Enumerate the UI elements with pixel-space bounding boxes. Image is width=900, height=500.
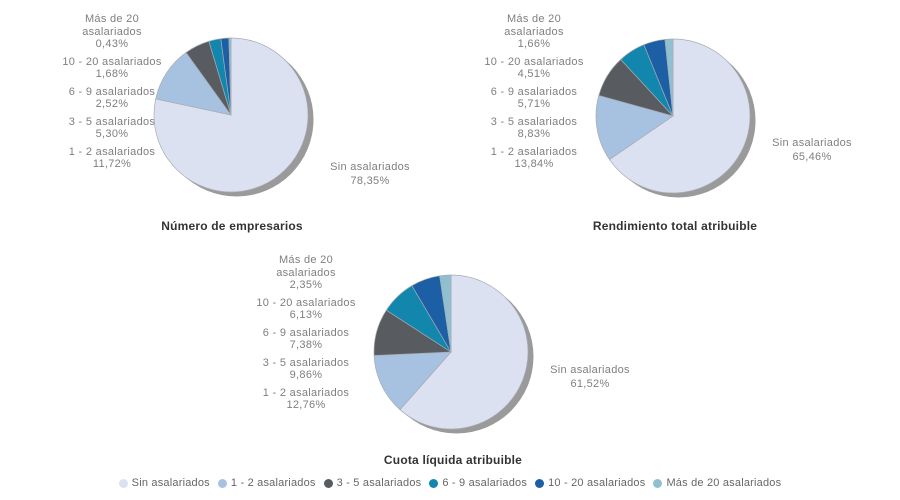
circle-icon (429, 478, 439, 488)
slice-label-value: 1,68% (95, 68, 129, 80)
slice-label-mas-de-20-asalariados: Más de 20 asalariados 1,66% (482, 13, 586, 51)
slice-label-value: 13,84% (514, 158, 554, 170)
legend-label: Sin asalariados (131, 477, 210, 489)
slice-label-name: 10 - 20 asalariados (62, 55, 162, 68)
slice-label-1-2-asalariados: 1 - 2 asalariados 13,84% (482, 146, 586, 171)
slice-label-name: 6 - 9 asalariados (262, 326, 350, 339)
slice-label-value: 0,43% (95, 38, 129, 50)
pie-slice-sin-asalariados (153, 37, 309, 193)
slice-label-6-9-asalariados: 6 - 9 asalariados 7,38% (254, 327, 358, 352)
slice-label-mas-de-20-asalariados: Más de 20 asalariados 2,35% (254, 254, 358, 292)
legend-label: 1 - 2 asalariados (230, 477, 316, 489)
slice-label-name: 3 - 5 asalariados (262, 356, 350, 369)
legend-label: 10 - 20 asalariados (548, 477, 646, 489)
slice-label-sin-asalariados: Sin asalariados 78,35% (320, 160, 420, 188)
slice-label-1-2-asalariados: 1 - 2 asalariados 11,72% (60, 146, 164, 171)
slice-label-6-9-asalariados: 6 - 9 asalariados 5,71% (482, 86, 586, 111)
slice-label-value: 65,46% (792, 151, 832, 163)
slice-label-name: Sin asalariados (330, 161, 410, 173)
slice-labels-left: Más de 20 asalariados 0,43% 10 - 20 asalar… (60, 13, 164, 171)
slice-label-name: Más de 20 asalariados (82, 13, 142, 38)
slice-label-6-9-asalariados: 6 - 9 asalariados 2,52% (60, 86, 164, 111)
slice-label-name: 3 - 5 asalariados (68, 115, 156, 128)
slice-label-name: Más de 20 asalariados (276, 254, 336, 279)
slice-label-name: 1 - 2 asalariados (490, 145, 578, 158)
chart-title: Rendimiento total atribuible (592, 219, 758, 233)
pie-slice-mas-de-20-asalariados (439, 274, 452, 353)
pie-slice-mas-de-20-asalariados (228, 37, 232, 116)
circle-icon (535, 478, 545, 488)
slice-label-name: Sin asalariados (550, 364, 630, 376)
slice-label-name: 6 - 9 asalariados (490, 85, 578, 98)
slice-label-value: 8,83% (517, 128, 551, 140)
slice-label-sin-asalariados: Sin asalariados 61,52% (540, 363, 640, 391)
slice-label-value: 9,86% (289, 369, 323, 381)
legend-item-mas-de-20-asalariados: Más de 20 asalariados (653, 477, 781, 489)
circle-icon (217, 478, 227, 488)
chart-title: Número de empresarios (161, 219, 303, 233)
slice-label-name: 1 - 2 asalariados (262, 386, 350, 399)
chart-title: Cuota líquida atribuible (383, 453, 523, 467)
slice-label-name: Sin asalariados (772, 137, 852, 149)
legend-item-6-9-asalariados: 6 - 9 asalariados (429, 477, 527, 489)
circle-icon (118, 478, 128, 488)
slice-label-sin-asalariados: Sin asalariados 65,46% (762, 136, 862, 164)
legend-item-sin-asalariados: Sin asalariados (118, 477, 210, 489)
slice-label-name: 10 - 20 asalariados (484, 55, 584, 68)
slice-label-value: 4,51% (517, 68, 551, 80)
slice-label-name: 10 - 20 asalariados (256, 296, 356, 309)
slice-label-name: 1 - 2 asalariados (68, 145, 156, 158)
slice-label-3-5-asalariados: 3 - 5 asalariados 5,30% (60, 116, 164, 141)
pie-chart-cuota-liquida-atribuible: Más de 20 asalariados 2,35% 10 - 20 asalar… (0, 248, 900, 472)
pie-slice-sin-asalariados (399, 274, 529, 430)
slice-labels-left: Más de 20 asalariados 2,35% 10 - 20 asalar… (254, 254, 358, 412)
circle-icon (653, 478, 663, 488)
slice-label-10-20-asalariados: 10 - 20 asalariados 4,51% (482, 56, 586, 81)
slice-label-mas-de-20-asalariados: Más de 20 asalariados 0,43% (60, 13, 164, 51)
slice-label-1-2-asalariados: 1 - 2 asalariados 12,76% (254, 387, 358, 412)
pie-slice-1-2-asalariados (595, 95, 674, 160)
slice-label-name: 3 - 5 asalariados (490, 115, 578, 128)
slice-label-value: 12,76% (286, 399, 326, 411)
pie-rendimiento-total-atribuible (595, 38, 756, 198)
slice-label-3-5-asalariados: 3 - 5 asalariados 8,83% (482, 116, 586, 141)
slice-label-value: 6,13% (289, 309, 323, 321)
pie-numero-de-empresarios (153, 37, 314, 197)
legend-item-3-5-asalariados: 3 - 5 asalariados (323, 477, 422, 489)
legend: Sin asalariados 1 - 2 asalariados 3 - 5 as… (0, 477, 900, 489)
legend-label: 3 - 5 asalariados (336, 477, 422, 489)
slice-label-value: 2,35% (289, 279, 323, 291)
slice-label-3-5-asalariados: 3 - 5 asalariados 9,86% (254, 357, 358, 382)
pie-chart-numero-de-empresarios: Más de 20 asalariados 0,43% 10 - 20 asalar… (0, 0, 450, 250)
pie-chart-rendimiento-total-atribuible: Más de 20 asalariados 1,66% 10 - 20 asalar… (450, 0, 900, 250)
legend-label: 6 - 9 asalariados (442, 477, 528, 489)
legend-label: Más de 20 asalariados (666, 477, 782, 489)
slice-labels-left: Más de 20 asalariados 1,66% 10 - 20 asalar… (482, 13, 586, 171)
pie-slice-mas-de-20-asalariados (664, 38, 674, 117)
pie-cuota-liquida-atribuible (373, 274, 534, 434)
slice-label-value: 61,52% (570, 378, 610, 390)
pie-slice-sin-asalariados (608, 38, 751, 194)
slice-label-value: 11,72% (92, 158, 132, 170)
slice-label-10-20-asalariados: 10 - 20 asalariados 1,68% (60, 56, 164, 81)
slice-label-value: 5,71% (517, 98, 551, 110)
slice-label-name: Más de 20 asalariados (504, 13, 564, 38)
legend-item-10-20-asalariados: 10 - 20 asalariados (535, 477, 645, 489)
slice-label-value: 1,66% (517, 38, 551, 50)
slice-label-value: 5,30% (95, 128, 129, 140)
slice-label-value: 2,52% (95, 98, 129, 110)
slice-label-value: 78,35% (350, 175, 390, 187)
slice-label-value: 7,38% (289, 339, 323, 351)
circle-icon (323, 478, 333, 488)
legend-item-1-2-asalariados: 1 - 2 asalariados (217, 477, 316, 489)
slice-label-10-20-asalariados: 10 - 20 asalariados 6,13% (254, 297, 358, 322)
slice-label-name: 6 - 9 asalariados (68, 85, 156, 98)
pie-slice-1-2-asalariados (373, 351, 452, 411)
